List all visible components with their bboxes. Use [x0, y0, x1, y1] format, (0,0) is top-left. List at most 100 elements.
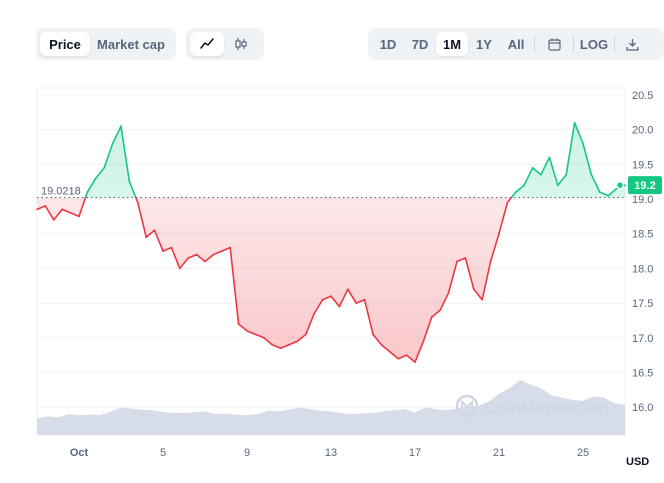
price-point	[237, 323, 240, 325]
download-button[interactable]	[617, 32, 647, 56]
price-point	[456, 260, 458, 263]
y-tick-label: 17.0	[632, 333, 653, 345]
price-area-below	[37, 197, 512, 363]
volume-shape	[37, 380, 625, 435]
x-tick-label: 17	[409, 447, 421, 459]
price-chart-svg[interactable]: CoinMarketCap 19.0218 20.5 20.0 19.5 19.0 18…	[0, 80, 664, 478]
price-point	[94, 177, 97, 180]
line-chart-button[interactable]	[190, 32, 224, 56]
price-point	[86, 191, 89, 193]
y-tick-label: 16.5	[632, 368, 653, 380]
x-tick-label: 13	[325, 447, 337, 459]
log-divider	[573, 35, 574, 53]
y-tick-label: 18.0	[632, 263, 653, 275]
price-point	[187, 257, 190, 259]
x-tick-label: Oct	[70, 447, 89, 459]
price-point	[590, 173, 593, 176]
price-point	[288, 343, 290, 346]
price-point	[598, 191, 601, 193]
price-area-above	[37, 122, 625, 198]
price-point	[372, 333, 374, 336]
price-point	[439, 309, 442, 311]
price-point	[380, 343, 383, 346]
price-point	[61, 208, 64, 211]
price-point	[103, 166, 106, 169]
price-area	[37, 122, 625, 363]
price-point	[388, 350, 391, 353]
price-chart: CoinMarketCap 19.0218 20.5 20.0 19.5 19.0 18…	[0, 80, 664, 478]
price-point	[531, 166, 534, 169]
price-point	[430, 316, 433, 318]
price-point	[220, 250, 223, 253]
price-point	[464, 257, 467, 259]
price-point	[162, 250, 164, 253]
price-point	[128, 180, 131, 183]
y-axis: 20.5 20.0 19.5 19.0 18.5 18.0 17.5 17.0 16.5 16.0…	[626, 90, 653, 468]
range-1m-button[interactable]: 1M	[436, 32, 468, 56]
price-point	[111, 142, 114, 145]
y-tick-label: 20.5	[632, 90, 653, 102]
price-point	[271, 343, 274, 346]
x-axis: Oct 5 9 13 17 21 25	[70, 447, 589, 459]
price-point	[120, 125, 122, 128]
price-point	[145, 236, 148, 239]
price-point	[246, 330, 248, 332]
price-point	[565, 173, 568, 176]
price-point	[556, 184, 559, 187]
calendar-button[interactable]	[537, 32, 571, 56]
price-point	[607, 194, 610, 197]
x-tick-label: 21	[493, 447, 505, 459]
price-point	[447, 291, 450, 294]
x-tick-label: 25	[577, 447, 589, 459]
price-point	[195, 253, 198, 256]
price-point	[548, 156, 551, 159]
tab-price[interactable]: Price	[40, 32, 90, 56]
price-point	[296, 340, 299, 343]
log-scale-button[interactable]: LOG	[579, 36, 609, 52]
current-price-dot	[615, 180, 625, 190]
x-tick-label: 9	[244, 447, 250, 459]
current-price-badge-bg	[628, 176, 662, 195]
range-divider	[534, 35, 535, 53]
price-point	[481, 298, 484, 301]
price-point	[69, 212, 72, 214]
price-point	[254, 333, 257, 336]
price-point	[540, 173, 542, 176]
price-point	[472, 288, 475, 291]
download-icon	[625, 38, 639, 51]
range-1y-button[interactable]: 1Y	[476, 36, 492, 52]
price-point	[153, 229, 156, 232]
price-point	[330, 295, 332, 298]
current-price-label: 19.2	[634, 180, 655, 192]
candlestick-icon	[235, 38, 247, 50]
price-line-up	[84, 121, 625, 198]
y-tick-label: 19.5	[632, 159, 653, 171]
calendar-icon	[547, 38, 561, 51]
baseline: 19.0218	[37, 186, 625, 199]
price-point	[573, 121, 576, 124]
price-point	[514, 191, 517, 193]
volume-area	[37, 380, 625, 435]
price-point	[321, 298, 324, 301]
range-all-button[interactable]: All	[507, 36, 525, 52]
price-point	[397, 357, 400, 360]
y-tick-label: 19.0	[632, 194, 653, 206]
price-point	[582, 142, 584, 145]
price-point	[304, 333, 307, 336]
price-point	[338, 305, 341, 308]
candlestick-button[interactable]	[224, 32, 258, 56]
current-price-badge: 19.2	[615, 176, 662, 195]
coinmarketcap-logo-icon	[455, 394, 479, 418]
tab-market-cap[interactable]: Market cap	[97, 36, 165, 52]
price-point	[204, 260, 206, 263]
range-1d-button[interactable]: 1D	[379, 36, 397, 52]
price-point	[422, 340, 425, 343]
range-7d-button[interactable]: 7D	[411, 36, 429, 52]
chart-type-toggle	[186, 28, 264, 60]
line-chart-icon	[200, 38, 214, 49]
metric-toggle: Price Market cap	[36, 28, 176, 60]
price-point	[44, 205, 47, 207]
price-point	[346, 288, 349, 291]
price-line	[36, 121, 626, 363]
price-point	[313, 312, 316, 315]
